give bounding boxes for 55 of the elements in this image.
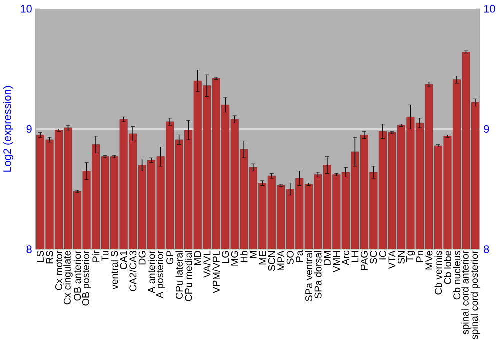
x-tick-label: Cx cingulate: [64, 251, 73, 305]
x-tick-label: DG: [138, 251, 146, 265]
x-tick-label: OB anterior: [74, 250, 82, 301]
x-tick-label: VA/VL: [203, 251, 211, 278]
x-tick-label: SO: [286, 251, 294, 265]
y-tick-label: 10: [21, 5, 32, 13]
x-tick-label: Hb: [240, 251, 248, 263]
x-tick-label: IC: [379, 251, 386, 260]
x-tick-label: MD: [194, 251, 202, 266]
x-tick-label: SC: [370, 251, 378, 264]
x-tick-label: A anterior: [148, 250, 156, 294]
x-tick-label: CPu medial: [184, 251, 192, 302]
x-tick-label: SN: [398, 252, 405, 264]
x-tick-label: LG: [222, 251, 230, 264]
x-tick-label: ME: [259, 251, 266, 265]
x-tick-label: MG: [231, 251, 238, 266]
x-tick-label: CPu lateral: [176, 251, 183, 300]
y2-tick-label: 9: [484, 125, 490, 134]
x-tick-label: Tu: [102, 251, 109, 262]
x-tick-label: Pn: [416, 251, 424, 262]
y2-tick-label: 8: [484, 246, 490, 254]
x-tick-label: CA2/CA3: [129, 251, 137, 292]
x-tick-label: CA1: [120, 251, 128, 270]
x-tick-label: Tg: [406, 251, 416, 262]
y-axis-title: Log2 (expression): [3, 86, 14, 172]
x-tick-label: A posterior: [156, 250, 166, 299]
x-tick-label: DM: [324, 252, 331, 266]
x-tick-label: spinal cord posterior: [470, 250, 480, 340]
x-tick-label: Cx motor: [56, 250, 63, 290]
x-tick-label: Cb vermis: [434, 251, 442, 295]
x-tick-label: VTA: [388, 250, 396, 270]
y2-tick-label: 10: [484, 5, 496, 13]
x-tick-label: Pa: [296, 250, 304, 262]
x-tick-label: M: [250, 252, 257, 258]
x-tick-label: VMH: [333, 252, 340, 273]
x-tick-label: ventral S: [110, 251, 118, 290]
y-tick-label: 8: [26, 246, 32, 254]
x-tick-label: LH: [352, 252, 359, 263]
y-tick-label: 9: [26, 125, 32, 134]
x-tick-label: Arc: [342, 250, 350, 266]
x-tick-label: VPM/VPL: [212, 251, 220, 294]
x-tick-label: Cb nucleus: [453, 251, 461, 300]
x-tick-label: GP: [166, 251, 174, 265]
x-tick-label: PAG: [360, 251, 368, 270]
x-tick-label: SPa dorsal: [314, 251, 322, 299]
x-tick-label: MPA: [278, 250, 285, 271]
x-tick-label: Pir: [92, 250, 100, 262]
x-tick-label: MVe: [426, 251, 433, 270]
x-tick-label: Cb lobe: [444, 251, 452, 284]
x-tick-label: RS: [46, 251, 54, 264]
x-tick-label: OB posterior: [82, 250, 92, 306]
x-tick-label: LS: [37, 251, 44, 262]
x-tick-label: spinal cord anterior: [462, 250, 471, 335]
x-tick-label: SPa ventral: [305, 251, 313, 302]
x-tick-label: SCN: [268, 252, 276, 272]
